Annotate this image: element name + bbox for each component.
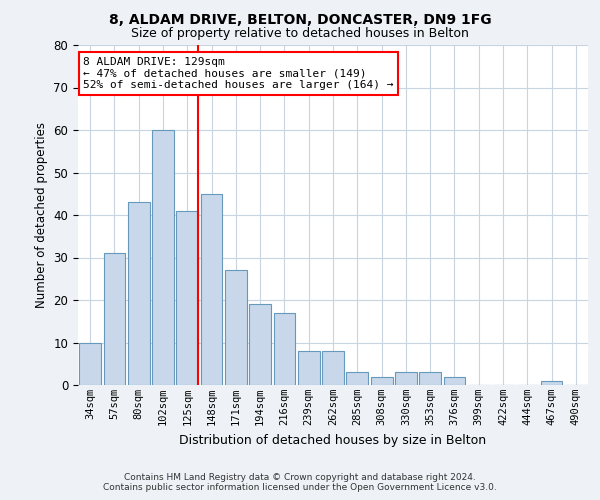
Bar [371, 376, 392, 385]
Bar [128, 202, 149, 385]
Y-axis label: Number of detached properties: Number of detached properties [35, 122, 48, 308]
Bar [443, 376, 466, 385]
Bar [541, 381, 562, 385]
Text: 8 ALDAM DRIVE: 129sqm
← 47% of detached houses are smaller (149)
52% of semi-det: 8 ALDAM DRIVE: 129sqm ← 47% of detached … [83, 57, 394, 90]
Text: Size of property relative to detached houses in Belton: Size of property relative to detached ho… [131, 28, 469, 40]
Text: Contains HM Land Registry data © Crown copyright and database right 2024.
Contai: Contains HM Land Registry data © Crown c… [103, 473, 497, 492]
X-axis label: Distribution of detached houses by size in Belton: Distribution of detached houses by size … [179, 434, 487, 446]
Bar [225, 270, 247, 385]
Bar [152, 130, 174, 385]
Bar [419, 372, 441, 385]
Bar [200, 194, 223, 385]
Bar [322, 351, 344, 385]
Bar [249, 304, 271, 385]
Bar [346, 372, 368, 385]
Bar [79, 342, 101, 385]
Bar [176, 211, 198, 385]
Bar [104, 253, 125, 385]
Bar [298, 351, 320, 385]
Bar [274, 313, 295, 385]
Text: 8, ALDAM DRIVE, BELTON, DONCASTER, DN9 1FG: 8, ALDAM DRIVE, BELTON, DONCASTER, DN9 1… [109, 12, 491, 26]
Bar [395, 372, 417, 385]
